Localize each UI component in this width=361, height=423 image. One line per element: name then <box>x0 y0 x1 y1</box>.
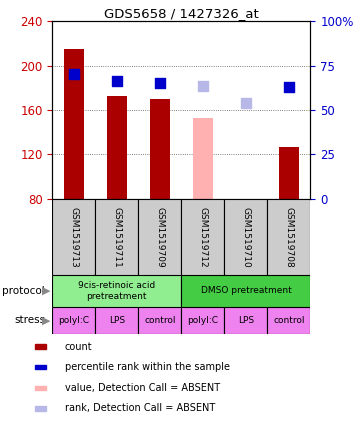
Bar <box>279 147 299 199</box>
Text: GSM1519708: GSM1519708 <box>284 206 293 267</box>
Text: GSM1519711: GSM1519711 <box>112 206 121 267</box>
Bar <box>268 307 310 334</box>
Point <box>200 82 206 89</box>
Text: GSM1519710: GSM1519710 <box>242 206 251 267</box>
Bar <box>95 307 138 334</box>
Bar <box>225 199 268 275</box>
Bar <box>107 96 127 199</box>
Bar <box>225 307 268 334</box>
Bar <box>52 275 182 307</box>
Bar <box>52 307 95 334</box>
Bar <box>35 386 46 390</box>
Point <box>243 100 249 107</box>
Text: LPS: LPS <box>238 316 254 325</box>
Point <box>286 83 292 90</box>
Point <box>114 78 120 85</box>
Text: count: count <box>65 342 92 352</box>
Text: value, Detection Call = ABSENT: value, Detection Call = ABSENT <box>65 383 220 393</box>
Bar <box>182 307 225 334</box>
Bar <box>64 49 83 199</box>
Text: stress: stress <box>14 316 45 325</box>
Text: GSM1519709: GSM1519709 <box>155 206 164 267</box>
Text: DMSO pretreatment: DMSO pretreatment <box>201 286 291 295</box>
Bar <box>95 199 138 275</box>
Bar <box>35 344 46 349</box>
Bar <box>182 275 310 307</box>
Bar <box>138 307 181 334</box>
Bar <box>268 199 310 275</box>
Text: polyI:C: polyI:C <box>187 316 218 325</box>
Point <box>71 71 77 78</box>
Text: percentile rank within the sample: percentile rank within the sample <box>65 362 230 372</box>
Bar <box>35 406 46 411</box>
Bar <box>138 199 181 275</box>
Bar <box>193 118 213 199</box>
Text: 9cis-retinoic acid
pretreatment: 9cis-retinoic acid pretreatment <box>78 281 156 300</box>
Bar <box>182 199 225 275</box>
Text: rank, Detection Call = ABSENT: rank, Detection Call = ABSENT <box>65 404 215 413</box>
Text: LPS: LPS <box>109 316 125 325</box>
Text: polyI:C: polyI:C <box>58 316 90 325</box>
Bar <box>35 365 46 369</box>
Text: GSM1519713: GSM1519713 <box>69 206 78 267</box>
Text: ▶: ▶ <box>42 316 51 325</box>
Point <box>157 80 163 87</box>
Bar <box>52 199 95 275</box>
Text: GSM1519712: GSM1519712 <box>199 206 208 267</box>
Bar <box>150 99 170 199</box>
Text: protocol: protocol <box>3 286 45 296</box>
Title: GDS5658 / 1427326_at: GDS5658 / 1427326_at <box>104 7 259 20</box>
Text: control: control <box>144 316 176 325</box>
Text: ▶: ▶ <box>42 286 51 296</box>
Text: control: control <box>273 316 305 325</box>
